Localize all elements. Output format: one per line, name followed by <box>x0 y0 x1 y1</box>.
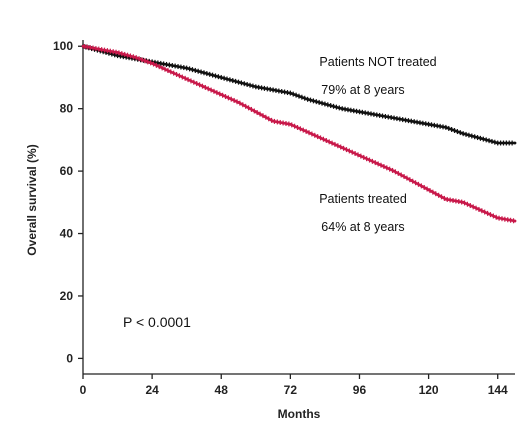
data-point-patients-treated <box>185 77 189 81</box>
data-point-patients-not-treated <box>444 126 448 129</box>
data-point-patients-treated <box>513 219 517 223</box>
data-point-patients-treated <box>271 119 275 123</box>
y-tick-label: 100 <box>53 39 73 53</box>
data-point-patients-not-treated <box>202 71 206 75</box>
y-tick-label: 20 <box>60 289 74 303</box>
data-point-patients-treated <box>340 146 344 150</box>
data-point-patients-treated <box>427 188 430 192</box>
x-tick-label: 48 <box>215 383 229 397</box>
x-tick-label: 96 <box>353 383 367 397</box>
data-point-patients-not-treated <box>168 63 171 67</box>
y-axis-title: Overall survival (%) <box>25 144 39 255</box>
data-point-patients-treated <box>150 62 154 65</box>
data-point-patients-treated <box>237 101 240 104</box>
p-value-annotation: P < 0.0001 <box>123 314 191 330</box>
y-tick-label: 80 <box>60 102 74 116</box>
data-point-patients-treated <box>133 55 137 59</box>
data-point-patients-not-treated <box>271 88 275 92</box>
data-point-patients-treated <box>461 200 465 204</box>
data-point-patients-treated <box>116 51 119 54</box>
annotation-treated-value: 64% at 8 years <box>321 220 404 234</box>
data-point-patients-treated <box>254 110 258 114</box>
data-point-patients-not-treated <box>427 122 430 126</box>
data-point-patients-not-treated <box>513 141 517 145</box>
data-point-patients-treated <box>444 197 448 201</box>
x-tick-label: 120 <box>419 383 439 397</box>
series-layer <box>81 43 517 224</box>
data-point-patients-not-treated <box>479 136 482 140</box>
data-point-patients-not-treated <box>254 85 258 89</box>
data-point-patients-not-treated <box>392 116 396 120</box>
data-point-patients-not-treated <box>409 119 413 123</box>
data-point-patients-treated <box>496 216 500 220</box>
x-tick-label: 0 <box>80 383 87 397</box>
data-point-patients-not-treated <box>306 97 310 101</box>
data-point-patients-not-treated <box>461 132 465 136</box>
data-point-patients-treated <box>375 161 379 165</box>
data-point-patients-not-treated <box>375 113 379 117</box>
y-tick-label: 40 <box>60 227 74 241</box>
data-point-patients-treated <box>358 154 361 157</box>
data-point-patients-not-treated <box>340 107 344 111</box>
y-tick-label: 60 <box>60 164 74 178</box>
data-point-patients-treated <box>306 130 310 134</box>
y-axis-ticks: 0 20 40 60 80 100 <box>53 39 83 365</box>
censor-marks-patients-treated <box>83 43 515 224</box>
data-point-patients-treated <box>81 44 85 48</box>
x-tick-label: 144 <box>488 383 508 397</box>
data-point-patients-not-treated <box>288 91 292 95</box>
x-axis-ticks: 0 24 48 72 96 120 144 <box>80 374 508 397</box>
data-point-patients-not-treated <box>496 141 500 145</box>
annotation-not-treated-label: Patients NOT treated <box>319 55 436 69</box>
data-point-patients-not-treated <box>358 110 361 114</box>
annotation-not-treated-value: 79% at 8 years <box>321 83 404 97</box>
data-point-patients-not-treated <box>116 54 119 58</box>
data-point-patients-treated <box>168 69 171 73</box>
data-point-patients-treated <box>409 179 413 182</box>
series-line-patients-treated <box>82 44 516 223</box>
data-point-patients-not-treated <box>185 66 189 70</box>
x-tick-label: 72 <box>284 383 298 397</box>
data-point-patients-treated <box>323 138 327 142</box>
x-axis-title: Months <box>278 407 321 421</box>
data-point-patients-treated <box>202 85 206 89</box>
data-point-patients-treated <box>219 93 223 97</box>
data-point-patients-treated <box>98 47 102 51</box>
annotation-treated-label: Patients treated <box>319 192 407 206</box>
data-point-patients-treated <box>288 122 292 126</box>
data-point-patients-not-treated <box>237 80 240 84</box>
data-point-patients-not-treated <box>323 102 327 106</box>
x-tick-label: 24 <box>145 383 159 397</box>
data-point-patients-not-treated <box>219 76 223 79</box>
data-point-patients-treated <box>479 208 482 212</box>
data-point-patients-treated <box>392 169 396 173</box>
y-tick-label: 0 <box>66 351 73 365</box>
